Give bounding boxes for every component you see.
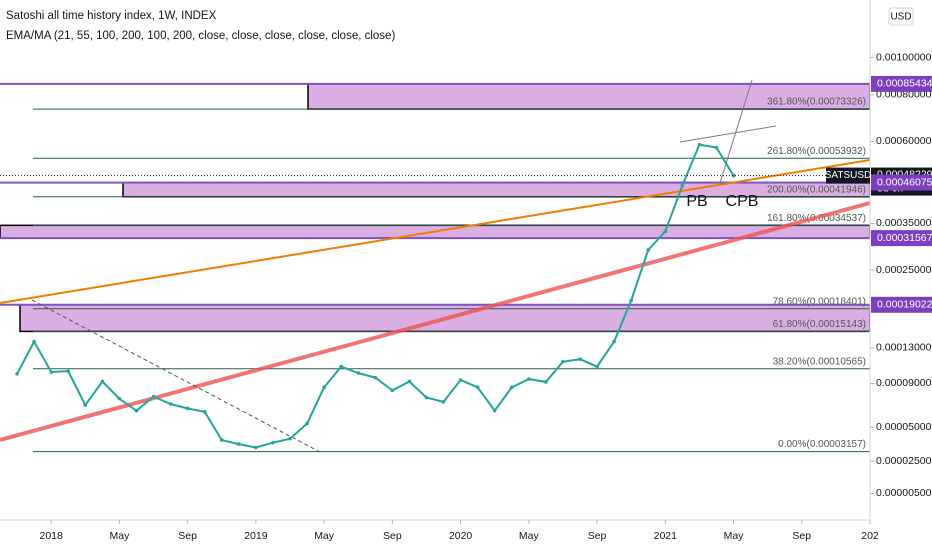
price-point	[509, 385, 514, 390]
price-point	[441, 400, 446, 404]
price-point	[407, 379, 412, 384]
indicator-legend: EMA/MA (21, 55, 100, 200, 100, 200, clos…	[6, 30, 395, 42]
y-tick-label: 0.00013000	[876, 342, 932, 354]
price-point	[680, 183, 685, 188]
fib-label: 361.80%(0.00073326)	[767, 97, 866, 108]
price-point	[578, 357, 582, 361]
symbol-label: SATSUSD	[825, 170, 872, 181]
price-point	[32, 339, 36, 344]
price-point	[595, 364, 599, 369]
x-tick-label: May	[519, 530, 540, 542]
price-point	[663, 229, 668, 234]
price-point	[544, 380, 548, 384]
price-point	[646, 248, 651, 252]
data-layer	[0, 142, 870, 450]
price-point	[390, 388, 395, 393]
y-tick-label: 0.00060000	[876, 135, 932, 147]
x-tick-label: 2018	[39, 530, 63, 542]
zone	[307, 83, 871, 110]
price-point	[117, 396, 122, 401]
symbol-badge	[826, 167, 870, 184]
y-tick-label: 0.00035000	[876, 217, 932, 229]
price-point	[151, 394, 156, 399]
y-tick-label: 0.00000500	[876, 487, 932, 499]
currency-badge[interactable]	[888, 7, 914, 26]
x-tick-label: May	[314, 530, 335, 542]
fib-label: 0.00%(0.00003157)	[778, 439, 866, 450]
trend-line	[679, 125, 777, 143]
trend-line	[0, 201, 871, 442]
y-tick-label: 0.00002500	[876, 455, 932, 467]
price-level-badge	[871, 230, 932, 247]
price-point	[629, 298, 633, 303]
y-tick-label: 0.00025000	[876, 264, 932, 276]
price-point	[697, 142, 702, 147]
x-tick-label: May	[109, 530, 130, 542]
price-point	[49, 370, 53, 374]
price-point	[424, 395, 429, 400]
price-level-label: 0.00031567	[877, 232, 932, 244]
price-point	[202, 410, 207, 414]
annotation: PB	[686, 193, 707, 210]
price-point	[356, 371, 361, 375]
annotation: CPB	[726, 193, 759, 210]
price-point	[475, 385, 480, 390]
price-point	[185, 406, 190, 411]
price-point	[731, 173, 736, 178]
x-tick-label: May	[724, 530, 745, 542]
price-level-label: 0.00085434	[877, 78, 932, 90]
x-tick-label: Sep	[178, 530, 197, 542]
price-point	[271, 440, 275, 445]
price-point	[492, 408, 497, 413]
price-point	[322, 385, 326, 390]
price-point	[305, 421, 309, 426]
x-tick-label: Sep	[792, 530, 811, 542]
y-tick-label: 0.00005000	[876, 421, 932, 433]
price-point	[66, 369, 71, 373]
x-tick-label: Sep	[383, 530, 402, 542]
x-tick-label: 2019	[244, 530, 268, 542]
fib-label: 61.80%(0.00015143)	[773, 319, 866, 330]
y-tick-label: 0.00100000	[876, 51, 932, 63]
chart-title: Satoshi all time history index, 1W, INDE…	[6, 10, 217, 22]
x-tick-label: 2021	[654, 530, 678, 542]
fib-label: 200.00%(0.00041946)	[767, 184, 866, 195]
x-tick-label: 202	[861, 530, 879, 542]
trend-line	[0, 159, 871, 304]
price-level-label: 0.00046075	[877, 176, 932, 188]
price-level-badge	[871, 75, 932, 92]
x-tick-label: Sep	[588, 530, 607, 542]
price-point	[83, 403, 88, 407]
price-point	[168, 402, 173, 406]
price-point	[339, 364, 343, 369]
price-point	[15, 372, 19, 376]
price-level-label: 0.00019022	[877, 299, 932, 311]
fib-label: 38.20%(0.00010565)	[773, 356, 866, 367]
price-point	[254, 445, 258, 450]
fib-label: 78.60%(0.00018401)	[773, 296, 866, 307]
price-point	[288, 436, 292, 441]
x-tick-label: 2020	[449, 530, 473, 542]
price-level-badge	[871, 174, 932, 191]
fib-label: 261.80%(0.00053932)	[767, 146, 866, 157]
price-point	[134, 408, 139, 413]
price-point	[527, 377, 531, 381]
currency-label[interactable]: USD	[890, 12, 911, 23]
price-point	[714, 145, 719, 150]
price-level-badge	[871, 296, 932, 313]
price-point	[561, 359, 565, 364]
price-point	[458, 378, 463, 382]
trend-line	[31, 299, 321, 453]
y-tick-label: 0.00009000	[876, 377, 932, 389]
price-point	[237, 442, 241, 446]
price-point	[373, 375, 378, 380]
price-point	[219, 438, 224, 442]
price-point	[612, 339, 616, 344]
trend-line	[719, 79, 753, 184]
price-point	[100, 379, 105, 384]
